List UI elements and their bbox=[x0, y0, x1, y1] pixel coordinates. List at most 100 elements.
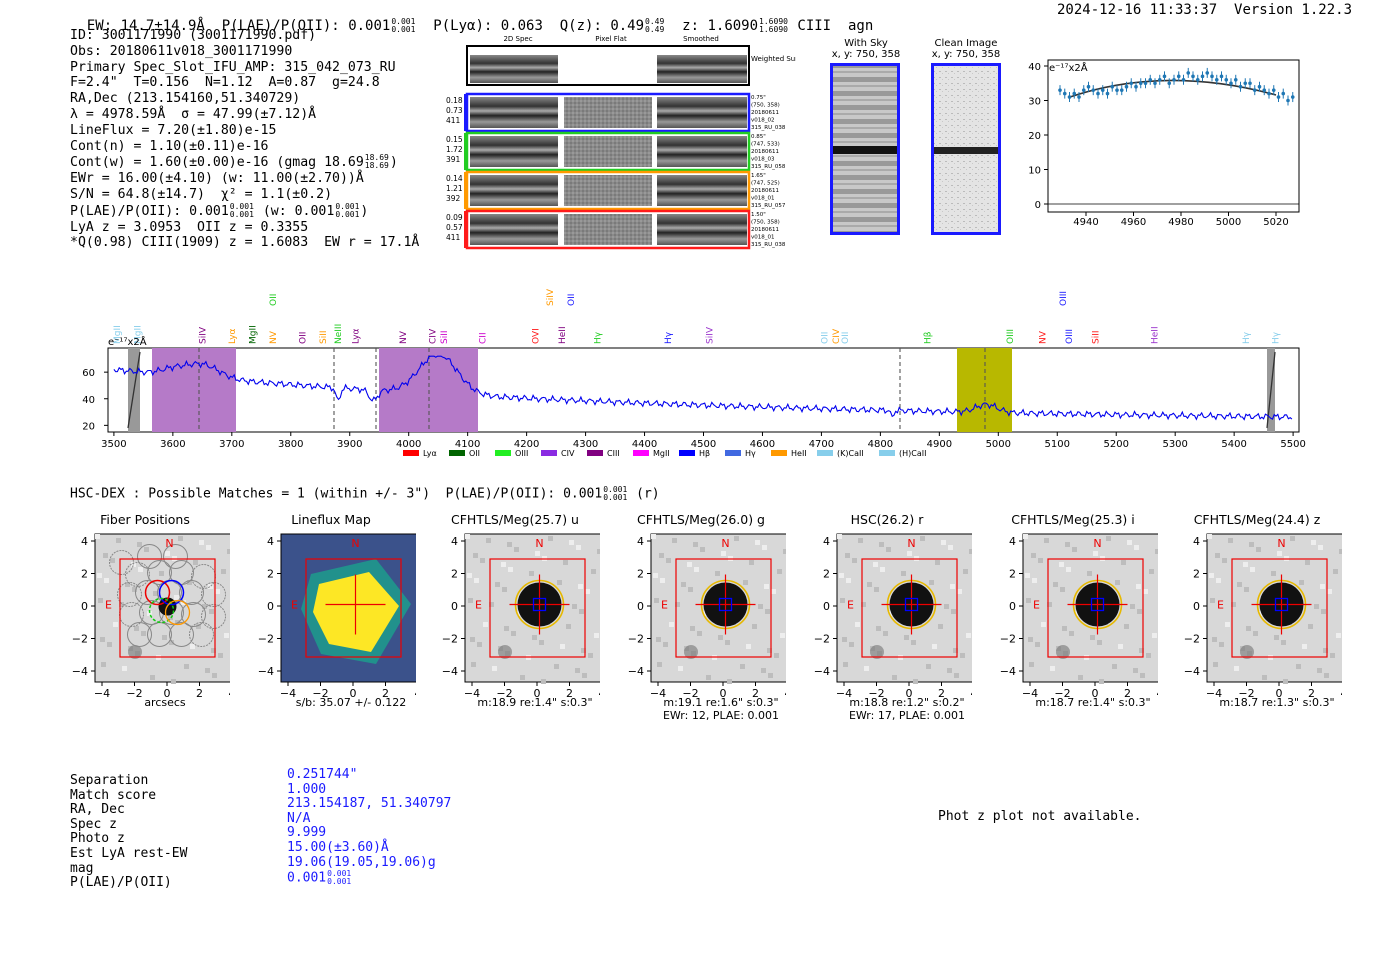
stamp-noise bbox=[492, 666, 497, 671]
stamp-noise bbox=[886, 547, 891, 552]
stamp-noise bbox=[150, 675, 155, 680]
stamp-noise bbox=[132, 587, 137, 592]
stamp-ytick-label: −2 bbox=[1000, 633, 1016, 646]
cutout-row-meta: 20180611 bbox=[751, 149, 779, 155]
hsc-dex-title: HSC-DEX : Possible Matches = 1 (within +… bbox=[70, 486, 660, 502]
stamp-noise bbox=[218, 653, 223, 658]
stamp-noise bbox=[697, 631, 702, 636]
info-primary: Primary Spec_Slot_IFU_AMP: 315_042_073_R… bbox=[70, 59, 396, 75]
stamp-noise bbox=[913, 679, 918, 684]
spectral-line-label: SiIV bbox=[198, 326, 208, 344]
stamp-noise bbox=[1324, 673, 1329, 678]
stamp-noise bbox=[1059, 562, 1064, 567]
cutout-row-meta: v018_01 bbox=[751, 235, 775, 241]
stamp-noise bbox=[1336, 633, 1341, 638]
stamp-noise bbox=[1302, 644, 1307, 649]
info-plae: P(LAE)/P(OII): 0.001 0.001 0.001 (w: 0.001… bbox=[70, 201, 369, 219]
stamp-noise bbox=[762, 545, 767, 550]
spectrum-xtick-label: 4400 bbox=[632, 439, 657, 450]
fiber-marker bbox=[532, 597, 547, 612]
east-label: E bbox=[475, 599, 482, 612]
stamp-noise bbox=[138, 567, 143, 572]
spectral-line-label: OVI bbox=[531, 328, 541, 344]
header-qz-lo: 0.49 bbox=[645, 25, 665, 34]
search-box bbox=[861, 558, 958, 658]
stamp-noise bbox=[1222, 558, 1227, 563]
stamp-caption: arcsecs bbox=[144, 696, 186, 709]
fiber-marker bbox=[1090, 597, 1105, 612]
stamp-noise bbox=[950, 584, 955, 589]
east-label: E bbox=[661, 599, 668, 612]
stamp-noise bbox=[1137, 609, 1142, 614]
value-plae-lo: 0.001 bbox=[327, 877, 352, 887]
zoom-ytick-label: 30 bbox=[1028, 97, 1041, 108]
stamp-noise bbox=[1299, 580, 1304, 585]
fiber-marker bbox=[718, 597, 733, 612]
stamp-noise bbox=[122, 666, 127, 671]
stamp-noise bbox=[1215, 553, 1220, 558]
stamp-ytick-label: 4 bbox=[1193, 535, 1200, 548]
zoom-point bbox=[1067, 95, 1072, 99]
stamp-noise bbox=[467, 573, 472, 578]
stamp-ytick-label: −4 bbox=[628, 665, 644, 678]
stamp-noise bbox=[208, 584, 213, 589]
stamp-noise bbox=[1038, 558, 1043, 563]
stamp-noise bbox=[477, 642, 482, 647]
fiber-circle bbox=[201, 604, 226, 629]
fiber-green bbox=[148, 597, 175, 624]
stamp-noise bbox=[941, 540, 946, 545]
stamp-noise bbox=[501, 562, 506, 567]
value-radec: 213.154187, 51.340797 bbox=[287, 796, 452, 812]
stamp-ytick-label: 4 bbox=[81, 535, 88, 548]
zoom-point bbox=[1138, 81, 1143, 86]
stamp-xtick-label: 2 bbox=[752, 687, 759, 700]
zoom-point bbox=[1091, 88, 1096, 92]
zoom-ytick-label: 20 bbox=[1028, 131, 1041, 142]
stamp-xtick-label: 2 bbox=[1308, 687, 1315, 700]
legend-swatch bbox=[817, 450, 833, 456]
spectrum-xtick-label: 4500 bbox=[691, 439, 716, 450]
zoom-point bbox=[1224, 78, 1229, 82]
spectrum-legend: Lyα OII OIII CIV CIII MgII Hβ Hγ HeII (K)CaII (H)C… bbox=[403, 449, 926, 458]
stamp-xtick-label: 2 bbox=[1124, 687, 1131, 700]
spectral-line-label: Hγ bbox=[1242, 331, 1252, 344]
stamp-noise bbox=[654, 598, 659, 603]
stamp-noise bbox=[740, 664, 745, 669]
stamp-ytick-label: 0 bbox=[637, 600, 644, 613]
stamp-title: Lineflux Map bbox=[291, 512, 371, 527]
label-plae: P(LAE)/P(OII) bbox=[70, 875, 172, 891]
stamp-noise bbox=[205, 668, 210, 673]
stamp-image: N E 4 2 0 −2 −4 −4 −2 0 2 4 bbox=[628, 533, 786, 700]
stamp-noise bbox=[743, 580, 748, 585]
stamp-noise bbox=[693, 542, 698, 547]
stamp-noise bbox=[672, 538, 677, 543]
spectrum-frame bbox=[107, 347, 1300, 433]
zoom-point bbox=[1267, 91, 1271, 96]
stamp-xtick-label: 0 bbox=[1276, 687, 1283, 700]
stamp-noise bbox=[761, 668, 766, 673]
cutout-row-value: 1.72 bbox=[446, 145, 463, 154]
fiber-circle bbox=[189, 622, 214, 647]
stamp-noise bbox=[675, 602, 680, 607]
stamp-noise bbox=[957, 589, 962, 594]
info-plae-hi: 0.001 bbox=[229, 201, 254, 211]
stamp-noise bbox=[211, 648, 216, 653]
stamp-noise bbox=[1237, 582, 1242, 587]
north-label: N bbox=[535, 537, 543, 550]
spectrum-xtick-label: 4300 bbox=[573, 439, 598, 450]
spectrum-xtick-label: 4000 bbox=[396, 439, 421, 450]
stamp-noise bbox=[1321, 609, 1326, 614]
info-contn: Cont(n) = 1.10(±0.11)e-16 bbox=[70, 138, 269, 154]
spectral-line-label: SiII bbox=[440, 330, 450, 344]
zoom-point bbox=[1200, 74, 1205, 79]
stamp-noise bbox=[1244, 587, 1249, 592]
stamp-ytick-label: 2 bbox=[1193, 568, 1200, 581]
stamp-noise bbox=[554, 664, 559, 669]
spectrum-ylabel: e⁻¹⁷x2Å bbox=[108, 335, 147, 348]
cutout-row-meta: v018_03 bbox=[751, 157, 775, 163]
stamp-noise bbox=[883, 631, 888, 636]
zoom-point bbox=[1243, 81, 1248, 86]
zoom-point bbox=[1276, 95, 1281, 99]
stamp-noise bbox=[1318, 545, 1323, 550]
weighted-sum-2dspec bbox=[470, 55, 558, 83]
